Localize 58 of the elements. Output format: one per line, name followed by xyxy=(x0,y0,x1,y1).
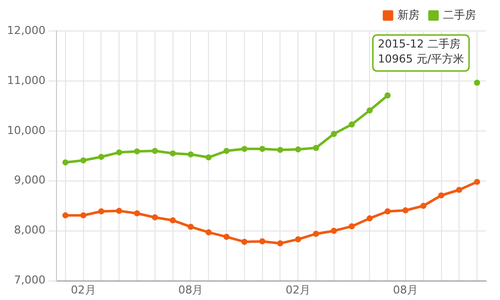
annotation: 10965 元/平方米 xyxy=(378,52,464,66)
point xyxy=(348,121,355,128)
y-tick-label: 8,000 xyxy=(14,224,46,237)
point xyxy=(170,150,176,156)
point xyxy=(206,229,212,236)
point xyxy=(420,202,426,209)
point xyxy=(456,186,462,193)
point xyxy=(295,236,302,242)
x-tick-label: 02月 xyxy=(70,283,96,296)
point xyxy=(474,80,480,86)
y-tick-label: 9,000 xyxy=(14,174,46,187)
point xyxy=(277,240,284,246)
point xyxy=(62,212,68,218)
point xyxy=(259,146,266,152)
point xyxy=(98,154,104,160)
point xyxy=(241,238,248,245)
point xyxy=(62,159,68,166)
point xyxy=(312,144,320,151)
point xyxy=(188,151,194,158)
point xyxy=(402,207,409,214)
point xyxy=(80,157,86,164)
point xyxy=(438,192,444,198)
point xyxy=(366,215,373,222)
y-tick-label: 10,000 xyxy=(6,124,46,137)
point xyxy=(98,208,104,214)
x-tick-label: 08月 xyxy=(392,283,418,296)
point xyxy=(366,107,373,114)
point xyxy=(474,178,480,185)
point xyxy=(188,224,194,230)
y-tick-label: 11,000 xyxy=(6,74,46,87)
y-tick-label: 12,000 xyxy=(6,24,46,37)
point xyxy=(312,230,320,237)
point xyxy=(330,228,337,234)
point xyxy=(277,146,284,153)
point xyxy=(241,146,248,152)
point xyxy=(80,212,86,218)
y-tick-label: 7,000 xyxy=(14,274,46,287)
legend-label: 二手房 xyxy=(443,8,476,22)
point xyxy=(330,130,337,137)
point xyxy=(116,149,122,156)
legend-label: 新房 xyxy=(398,8,420,22)
annotation: 2015-12 二手房 xyxy=(378,37,460,50)
point xyxy=(223,234,230,240)
point xyxy=(116,208,122,214)
point xyxy=(134,210,140,216)
point xyxy=(348,223,355,230)
x-tick-label: 08月 xyxy=(178,283,204,296)
point xyxy=(170,217,176,224)
point xyxy=(384,208,391,214)
point xyxy=(223,148,230,154)
point xyxy=(206,154,212,160)
point xyxy=(384,92,391,98)
point xyxy=(295,146,302,152)
point xyxy=(152,148,158,154)
x-tick-label: 02月 xyxy=(286,283,311,296)
point xyxy=(259,238,266,244)
point xyxy=(134,148,140,154)
point xyxy=(152,214,158,220)
